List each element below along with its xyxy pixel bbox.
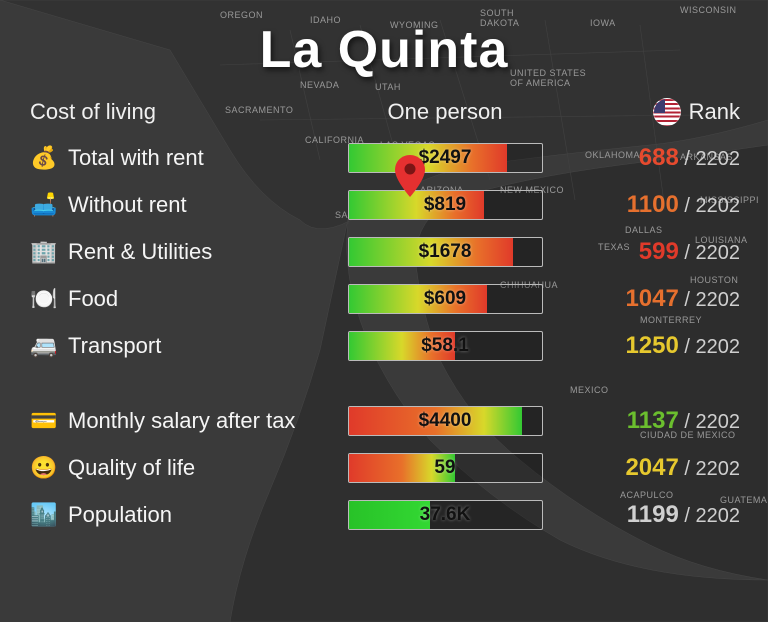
header-one-person: One person [330,99,560,125]
metric-icon: 💳 [30,408,58,434]
metric-value: $2497 [349,144,542,172]
metric-label: 🛋️Without rent [30,192,330,218]
metric-value: $4400 [349,407,542,435]
metric-value: 59 [349,454,542,482]
metric-value: $58.1 [349,332,542,360]
metric-bar-cell: $819 [330,190,560,220]
metric-label: 💰Total with rent [30,145,330,171]
metric-icon: 🏢 [30,239,58,265]
metric-label: 🏢Rent & Utilities [30,239,330,265]
metric-icon: 😀 [30,455,58,481]
metric-label: 💳Monthly salary after tax [30,408,330,434]
metric-bar-cell: $609 [330,284,560,314]
metric-row: 🛋️Without rent $819 1100 / 2202 [30,181,738,228]
metric-value: $819 [349,191,542,219]
metric-row: 🏢Rent & Utilities $1678 599 / 2202 [30,228,738,275]
metric-row: 💳Monthly salary after tax $4400 1137 / 220… [30,397,738,444]
metric-bar: $819 [348,190,543,220]
metric-bar: $1678 [348,237,543,267]
header-cost-of-living: Cost of living [30,99,330,125]
metric-icon: 🚐 [30,333,58,359]
metric-row: 🍽️Food $609 1047 / 2202 [30,275,738,322]
metric-rank: 1137 / 2202 [560,407,740,435]
metric-bar-cell: 59 [330,453,560,483]
metric-rank: 1047 / 2202 [560,285,740,313]
metric-bar: $58.1 [348,331,543,361]
metric-bar: $609 [348,284,543,314]
metric-row: 🏙️Population 37.6K 1199 / 2202 [30,491,738,538]
metric-icon: 🛋️ [30,192,58,218]
metric-value: $1678 [349,238,542,266]
metric-bar: 59 [348,453,543,483]
us-flag-icon [653,98,681,126]
metric-rank: 1199 / 2202 [560,501,740,529]
metric-rank: 1100 / 2202 [560,191,740,219]
map-pin-icon [395,155,425,197]
city-title: La Quinta [30,20,738,80]
metric-bar-cell: 37.6K [330,500,560,530]
header-rank: Rank [560,98,740,126]
metric-rank: 688 / 2202 [560,144,740,172]
metric-row: 💰Total with rent $2497 688 / 2202 [30,134,738,181]
metric-row: 😀Quality of life 59 2047 / 2202 [30,444,738,491]
metric-value: $609 [349,285,542,313]
metric-row: 🚐Transport $58.1 1250 / 2202 [30,322,738,369]
metric-label: 🏙️Population [30,502,330,528]
metric-value: 37.6K [349,501,542,529]
metric-rank: 1250 / 2202 [560,332,740,360]
metric-bar-cell: $4400 [330,406,560,436]
metric-bar-cell: $58.1 [330,331,560,361]
metric-label: 🚐Transport [30,333,330,359]
metric-bar: 37.6K [348,500,543,530]
column-headers: Cost of living One person Rank [30,98,738,126]
metric-icon: 💰 [30,145,58,171]
metric-rank: 599 / 2202 [560,238,740,266]
metric-rank: 2047 / 2202 [560,454,740,482]
metric-bar: $2497 [348,143,543,173]
metric-icon: 🍽️ [30,286,58,312]
metric-bar: $4400 [348,406,543,436]
metric-bar-cell: $1678 [330,237,560,267]
metric-label: 😀Quality of life [30,455,330,481]
metric-icon: 🏙️ [30,502,58,528]
metric-bar-cell: $2497 [330,143,560,173]
metric-label: 🍽️Food [30,286,330,312]
